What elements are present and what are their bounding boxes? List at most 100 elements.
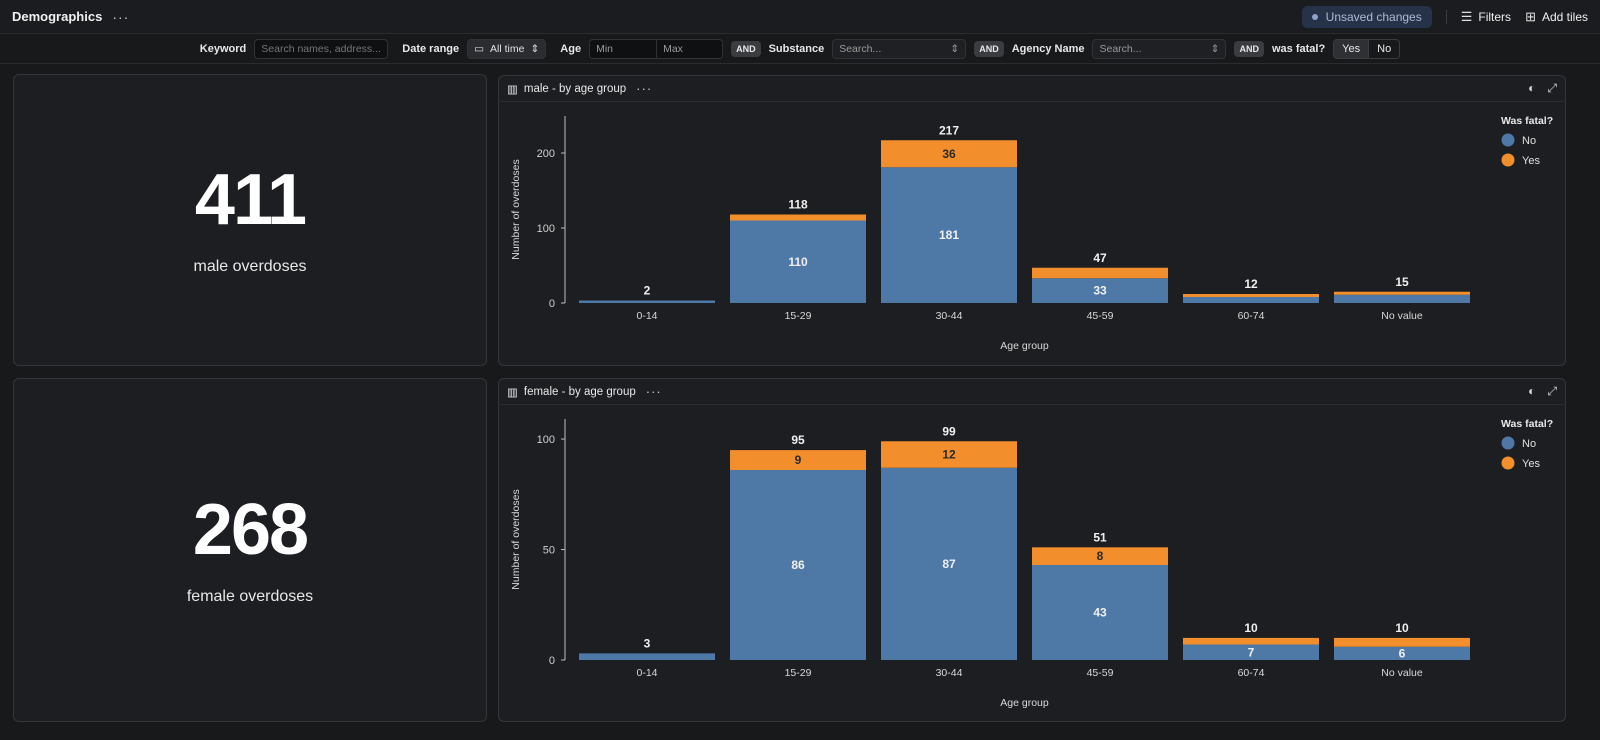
- bar-segment-yes: [881, 140, 1017, 168]
- bar-chart-icon: ▥: [507, 83, 518, 96]
- y-tick-label: 0: [549, 298, 555, 310]
- x-tick-label: 15-29: [785, 310, 812, 322]
- top-actions: Unsaved changes ☰ Filters ⊞ Add tiles: [1301, 5, 1588, 28]
- bar-total-label: 15: [1395, 275, 1409, 289]
- kpi-value: 411: [194, 160, 307, 240]
- y-axis-label: Number of overdoses: [510, 159, 522, 259]
- chart-actions: ◐ ⤢: [1528, 81, 1557, 96]
- divider: [1445, 9, 1447, 24]
- substance-select[interactable]: Search... ⇕: [832, 38, 967, 59]
- keyword-input[interactable]: [254, 38, 389, 59]
- x-tick-label: 60-74: [1238, 667, 1265, 679]
- filters-label: Filters: [1478, 9, 1512, 24]
- x-tick-label: 15-29: [785, 667, 812, 679]
- date-range-picker[interactable]: ▭ All time ⇕: [467, 38, 547, 59]
- more-horizontal-icon[interactable]: ···: [645, 384, 662, 399]
- substance-label: Substance: [768, 42, 825, 55]
- top-bar: Demographics ··· Unsaved changes ☰ Filte…: [0, 0, 1600, 34]
- unsaved-changes-badge[interactable]: Unsaved changes: [1301, 5, 1432, 28]
- bar-segment-label: 6: [1399, 646, 1406, 660]
- bar-total-label: 2: [644, 284, 651, 298]
- bar-segment-yes: [730, 214, 866, 221]
- x-tick-label: 0-14: [636, 667, 657, 679]
- more-horizontal-icon[interactable]: ···: [112, 8, 130, 25]
- chart-header: ▥ male - by age group ··· ◐ ⤢: [499, 76, 1565, 102]
- bar-segment-no: [1334, 294, 1470, 303]
- bar-segment-yes: [1032, 547, 1168, 565]
- age-max-input[interactable]: Max: [656, 39, 723, 58]
- expand-icon[interactable]: ⤢: [1547, 384, 1557, 398]
- bar-total-label: 99: [942, 424, 956, 438]
- bar-segment-yes: [1334, 291, 1470, 295]
- keyword-label: Keyword: [199, 42, 247, 55]
- bar-segment-label: 7: [1248, 645, 1255, 659]
- legend-label: No: [1522, 438, 1536, 450]
- bar-segment-no: [730, 220, 866, 303]
- fatal-no-button[interactable]: No: [1368, 39, 1399, 58]
- female-kpi-tile: 268 female overdoses: [13, 378, 487, 722]
- bar-total-label: 51: [1093, 530, 1107, 544]
- bar-segment-no: [1032, 564, 1168, 660]
- kpi-label: male overdoses: [193, 258, 307, 275]
- and-badge: AND: [974, 40, 1004, 57]
- add-tiles-button[interactable]: ⊞ Add tiles: [1525, 9, 1588, 25]
- x-axis-label: Age group: [1000, 340, 1049, 352]
- legend-label: Yes: [1522, 155, 1540, 167]
- palette-icon[interactable]: ◐: [1528, 81, 1536, 95]
- chart-header: ▥ female - by age group ··· ◐ ⤢: [499, 379, 1565, 405]
- bar-total-label: 95: [791, 433, 805, 447]
- bar-segment-label: 36: [942, 147, 956, 161]
- status-dot-icon: [1311, 13, 1318, 20]
- age-label: Age: [560, 42, 582, 55]
- bar-segment-yes: [881, 441, 1017, 468]
- bar-total-label: 118: [788, 198, 808, 212]
- bar-total-label: 217: [939, 123, 959, 137]
- bar-segment-label: 8: [1097, 549, 1104, 563]
- select-arrows-icon: ⇕: [950, 42, 960, 55]
- page-title: Demographics: [12, 9, 103, 24]
- kpi-label: female overdoses: [186, 588, 314, 605]
- agency-select[interactable]: Search... ⇕: [1092, 38, 1227, 59]
- expand-icon[interactable]: ⤢: [1547, 81, 1557, 95]
- bar-segment-label: 110: [788, 255, 808, 269]
- substance-placeholder: Search...: [839, 42, 882, 55]
- legend-swatch: [1501, 153, 1515, 167]
- filter-icon: ☰: [1460, 8, 1473, 24]
- more-horizontal-icon[interactable]: ···: [636, 81, 653, 96]
- bar-total-label: 10: [1395, 621, 1409, 635]
- fatal-label: was fatal?: [1271, 42, 1326, 55]
- bar-segment-yes: [1334, 637, 1470, 647]
- filter-bar: Keyword Date range ▭ All time ⇕ Age Min …: [0, 34, 1600, 64]
- bar-segment-no: [579, 300, 715, 303]
- bar-segment-label: 33: [1093, 284, 1107, 298]
- legend-title: Was fatal?: [1501, 115, 1553, 127]
- age-min-input[interactable]: Min: [590, 39, 657, 58]
- bar-segment-label: 87: [942, 557, 956, 571]
- filters-button[interactable]: ☰ Filters: [1461, 9, 1511, 25]
- x-tick-label: 30-44: [936, 310, 963, 322]
- date-range-value: All time: [490, 42, 525, 55]
- palette-icon[interactable]: ◐: [1528, 384, 1536, 398]
- x-tick-label: 60-74: [1238, 310, 1265, 322]
- and-badge: AND: [731, 40, 761, 57]
- bar-segment-yes: [1183, 294, 1319, 297]
- bar-segment-no: [1183, 297, 1319, 303]
- x-axis-label: Age group: [1000, 697, 1049, 709]
- x-tick-label: No value: [1381, 310, 1423, 322]
- bar-segment-yes: [1032, 267, 1168, 279]
- male-kpi-tile: 411 male overdoses: [13, 74, 487, 366]
- bar-total-label: 12: [1244, 277, 1258, 291]
- y-tick-label: 0: [549, 655, 555, 667]
- bar-segment-label: 9: [795, 453, 802, 467]
- fatal-yes-button[interactable]: Yes: [1334, 39, 1369, 58]
- agency-placeholder: Search...: [1099, 42, 1142, 55]
- chart-actions: ◐ ⤢: [1528, 384, 1557, 399]
- x-tick-label: 0-14: [636, 310, 657, 322]
- legend-swatch: [1501, 456, 1515, 470]
- x-tick-label: 45-59: [1087, 310, 1114, 322]
- add-tiles-label: Add tiles: [1541, 9, 1588, 24]
- bar-segment-no: [881, 167, 1017, 303]
- bar-segment-no: [579, 653, 715, 660]
- y-tick-label: 100: [537, 223, 555, 235]
